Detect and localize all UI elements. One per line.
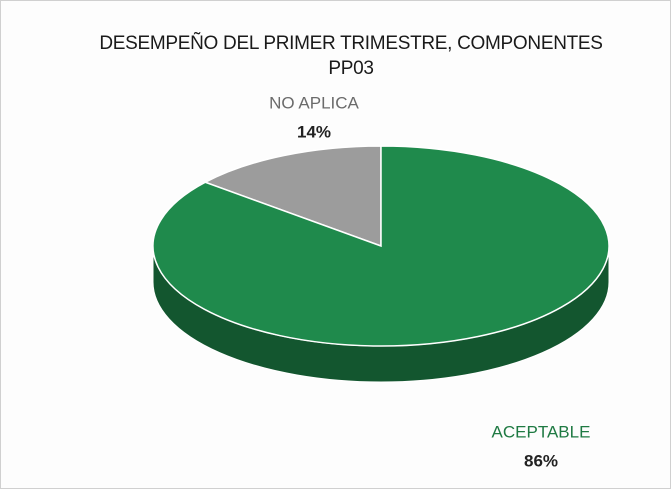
category-label: NO APLICA <box>269 93 359 112</box>
value-label: 14% <box>297 122 331 141</box>
value-label: 86% <box>524 451 558 470</box>
category-label: ACEPTABLE <box>492 422 591 441</box>
slice <box>203 145 382 248</box>
chart-title: DESEMPEÑO DEL PRIMER TRIMESTRE, COMPONEN… <box>99 33 603 79</box>
slice <box>152 145 610 347</box>
